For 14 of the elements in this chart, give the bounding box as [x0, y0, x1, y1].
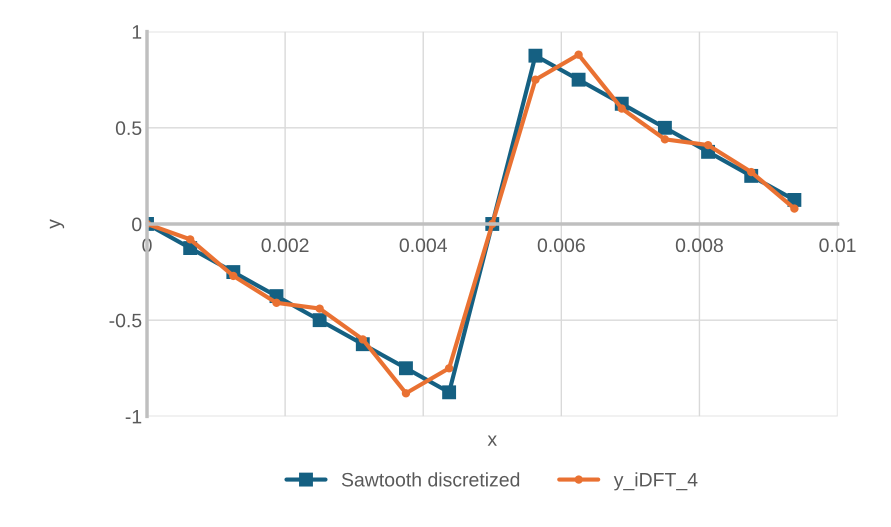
y-tick-label: -0.5 [110, 314, 142, 328]
legend-label: y_iDFT_4 [614, 472, 698, 490]
x-tick-label: 0.002 [262, 238, 308, 252]
y-tick-label: -1 [126, 410, 142, 424]
x-axis-title: x [488, 436, 497, 446]
x-tick-label: 0.006 [538, 238, 585, 252]
x-tick-label: 0.01 [819, 238, 856, 252]
y-tick-label: 0 [132, 217, 142, 232]
x-tick-label: 0.008 [676, 238, 723, 252]
y-axis-title: y [50, 219, 64, 229]
legend-label: Sawtooth discretized [342, 472, 520, 487]
y-tick-label: 0.5 [116, 121, 142, 136]
y-tick-label: 1 [132, 25, 142, 39]
x-tick-label: 0.004 [400, 238, 447, 252]
